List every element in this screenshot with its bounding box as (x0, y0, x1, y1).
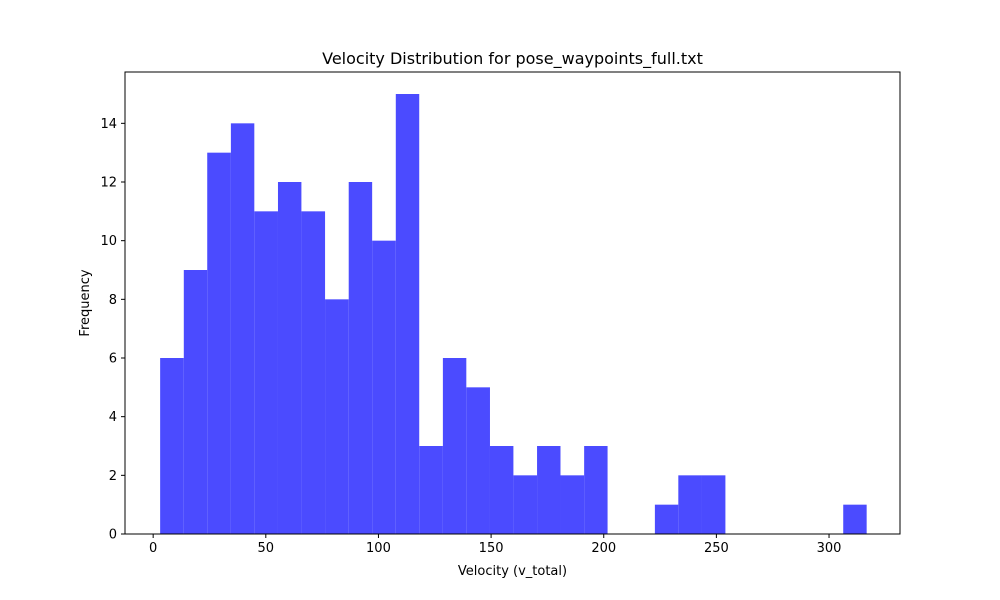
x-tick-label: 50 (258, 541, 275, 556)
histogram-bar (584, 446, 608, 534)
y-tick-label: 10 (100, 234, 117, 249)
x-axis-label: Velocity (v_total) (458, 564, 567, 579)
histogram-bar (207, 152, 231, 534)
histogram-bars (160, 94, 867, 535)
y-tick-label: 2 (109, 469, 117, 484)
histogram-bar (160, 358, 184, 534)
histogram-bar (254, 211, 278, 535)
x-axis-ticks: 0 50 100 150 200 250 300 (149, 534, 841, 556)
histogram-bar (183, 270, 208, 534)
x-tick-label: 300 (817, 541, 842, 556)
x-tick-label: 150 (479, 541, 504, 556)
histogram-bar (701, 475, 726, 534)
histogram-bar (560, 475, 585, 534)
y-tick-label: 12 (100, 176, 117, 191)
histogram-bar (489, 446, 514, 534)
histogram-bar (372, 240, 396, 534)
histogram-bar (277, 182, 302, 534)
histogram-bar (419, 446, 443, 534)
y-tick-label: 6 (109, 352, 117, 367)
histogram-bar (230, 123, 255, 534)
histogram-bar (395, 94, 420, 534)
histogram-bar (348, 182, 373, 534)
histogram-bar (678, 475, 702, 534)
plot-frame (124, 71, 901, 535)
x-tick-label: 100 (366, 541, 391, 556)
y-tick-label: 8 (109, 293, 117, 308)
x-tick-label: 0 (149, 541, 157, 556)
histogram-bar (325, 299, 349, 534)
y-tick-label: 4 (109, 410, 117, 425)
x-tick-label: 200 (591, 541, 616, 556)
histogram-bar (466, 387, 490, 534)
histogram-bar (537, 446, 561, 534)
histogram-bar (513, 475, 538, 534)
chart-title: Velocity Distribution for pose_waypoints… (322, 49, 703, 69)
y-axis-label: Frequency (78, 269, 93, 336)
y-tick-label: 0 (109, 528, 117, 543)
histogram-bar (843, 504, 867, 534)
x-tick-label: 250 (704, 541, 729, 556)
histogram-bar (442, 358, 467, 534)
histogram-bar (654, 504, 679, 534)
y-tick-label: 14 (100, 117, 117, 132)
histogram-bar (301, 211, 326, 535)
y-axis-ticks: 0 2 4 6 8 10 12 14 (100, 117, 125, 543)
